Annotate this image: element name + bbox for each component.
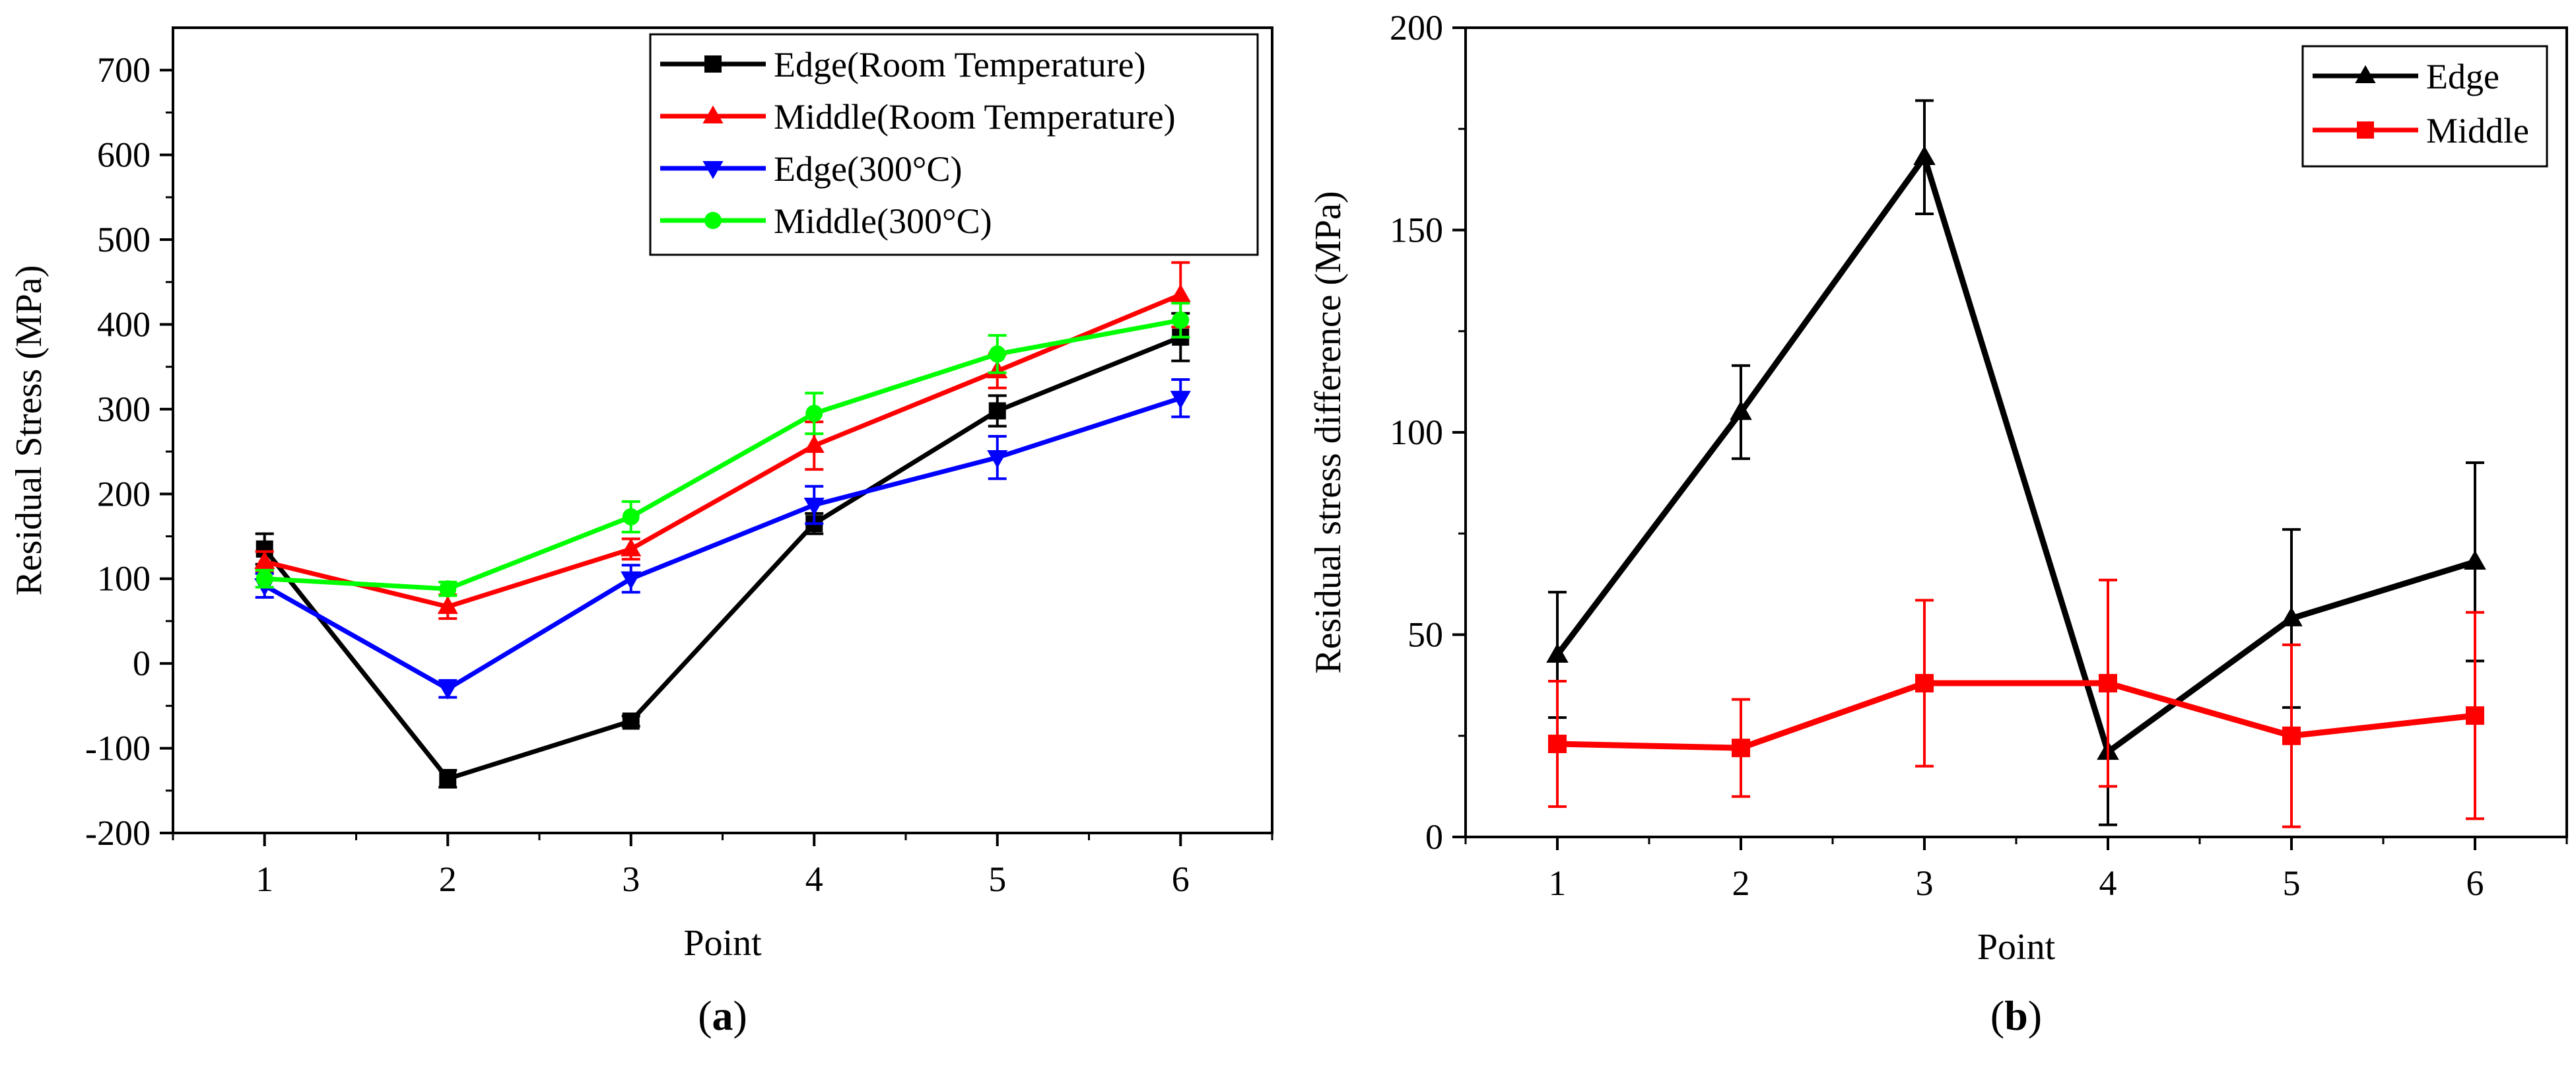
chart-panel-b: 0 50 100 150 200 1 2 3 4 5 6 Point Residual stress d… [1308,8,2568,1039]
legend-label: Edge(300°C) [774,149,963,189]
data-point [621,538,642,556]
legend-label: Middle [2426,111,2529,150]
legend: Edge(Room Temperature) Middle(Room Temper… [649,33,1259,256]
x-tick-label: 2 [1732,863,1750,903]
legend-marker [2357,121,2374,139]
x-axis-label: Point [683,923,762,964]
legend: Edge Middle [2301,45,2548,168]
series-line [263,292,1182,609]
x-tick-label: 1 [1549,863,1567,903]
data-point [805,405,823,422]
legend-marker [704,212,722,229]
y-tick-label: 500 [97,220,151,259]
series-line [1557,680,2476,751]
y-tick-label: 300 [97,389,151,429]
data-point [1546,643,1569,663]
data-point [1915,674,1934,693]
legend-box [649,33,1259,256]
legend-marker [704,55,722,73]
y-tick-label: 50 [1407,615,1443,655]
y-tick-label: 150 [1390,211,1443,250]
data-point [2099,674,2117,693]
panel-label-open: ( [1990,992,2004,1039]
x-axis-label: Point [1977,927,2056,968]
legend-box [2301,45,2548,168]
x-tick-label: 3 [622,859,640,899]
data-point [622,508,640,525]
y-tick-label: 600 [97,135,151,175]
data-point [439,770,457,787]
x-tick-label: 6 [1172,859,1190,899]
x-tick-label: 2 [439,859,457,899]
y-tick-label: 0 [133,644,151,683]
data-point [2464,550,2486,570]
data-point [987,450,1008,469]
series-line [264,317,1181,591]
legend-label: Middle(Room Temperature) [774,97,1176,137]
legend-label: Middle(300°C) [774,201,992,241]
series-edge [1546,99,2486,826]
series-line [263,335,1182,782]
panel-label-close: ) [733,992,747,1039]
panel-label: (a) [698,992,747,1039]
data-point [988,345,1006,363]
y-tick-label: 700 [97,50,151,90]
chart-panel-a: -200 -100 0 100 200 300 400 500 600 700 1 2 3 4 5 6 Poin… [9,26,1273,1039]
x-tick-label: 4 [805,859,823,899]
panel-label: (b) [1990,992,2042,1039]
legend-marker [702,160,724,180]
legend-label: Edge [2426,57,2499,96]
data-point [2466,706,2484,725]
data-point [988,402,1006,420]
data-point [2280,607,2303,626]
y-tick-label: -200 [85,813,151,853]
x-tick-label: 6 [2466,863,2484,903]
series-middle-300-c- [255,302,1190,598]
panel-label-open: ( [698,992,712,1039]
data-point [254,550,275,570]
data-point [439,580,457,598]
y-tick-label: 400 [97,304,151,344]
legend-marker [702,105,724,124]
x-tick-label: 5 [988,859,1006,899]
series-middle [1548,578,2484,828]
y-axis-label: Residual Stress (MPa) [9,265,50,596]
legend-marker [2355,65,2376,84]
y-tick-label: -100 [85,729,151,768]
data-point [1913,145,1936,166]
data-point [437,595,458,615]
data-point [803,434,825,453]
series-line [1555,154,2476,755]
x-tick-label: 5 [2283,863,2301,903]
panel-label-close: ) [2028,992,2042,1039]
data-point [1730,400,1752,420]
panel-label-letter: a [712,992,733,1039]
y-tick-label: 100 [97,559,151,599]
data-point [1170,391,1191,409]
data-point [2282,726,2301,745]
data-point [255,570,273,587]
y-tick-label: 0 [1425,817,1443,857]
x-tick-label: 1 [255,859,273,899]
series-edge-300-c- [254,378,1191,700]
series-edge-room-temperature- [255,312,1190,789]
x-tick-label: 3 [1916,863,1934,903]
data-point [621,571,642,589]
data-point [437,681,458,700]
x-tick-label: 4 [2099,863,2117,903]
panel-label-letter: b [2004,992,2028,1039]
data-point [622,712,640,730]
data-point [1170,284,1191,302]
data-point [1732,739,1750,758]
legend-label: Edge(Room Temperature) [774,45,1146,84]
data-point [1548,735,1567,754]
y-tick-label: 200 [1390,8,1443,48]
y-axis-label: Residual stress difference (MPa) [1308,191,1349,673]
data-point [803,497,825,516]
y-tick-label: 100 [1390,413,1443,452]
y-tick-label: 200 [97,474,151,514]
data-point [1172,312,1190,329]
series-line [263,395,1182,692]
